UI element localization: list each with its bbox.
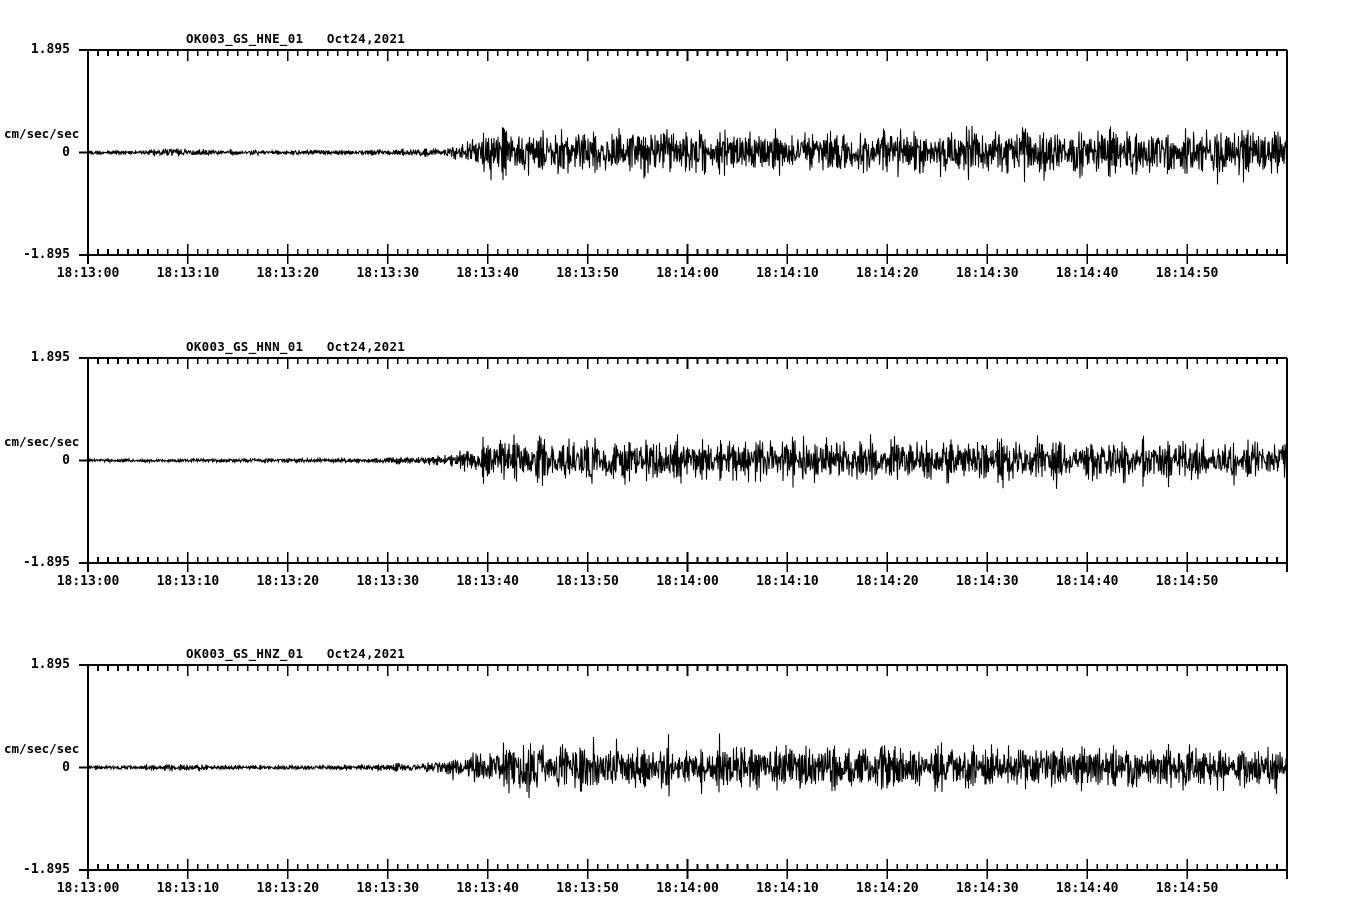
x-axis-tick-label: 18:13:10 (156, 881, 220, 896)
x-axis-tick-label: 18:13:30 (356, 574, 420, 589)
y-axis-zero-label-hne: 0 (62, 144, 70, 160)
x-axis-tick-label: 18:14:00 (656, 266, 719, 281)
y-axis-unit-label-hnz: cm/sec/sec (4, 740, 80, 756)
x-axis-tick-label: 18:14:30 (955, 574, 1019, 589)
x-axis-tick-label: 18:14:00 (656, 881, 719, 896)
panel-title-hnz: OK003_GS_HNZ_01 Oct24,2021 (186, 646, 406, 661)
x-axis-tick-label: 18:13:40 (456, 881, 519, 896)
x-axis-tick-label: 18:13:20 (256, 266, 320, 281)
x-axis-tick-label: 18:14:20 (856, 266, 919, 281)
x-axis-tick-label: 18:14:30 (955, 881, 1019, 896)
x-axis-tick-label: 18:14:40 (1055, 881, 1119, 896)
y-axis-zero-label-hnn: 0 (62, 452, 70, 468)
x-axis-tick-label: 18:13:00 (56, 881, 120, 896)
x-axis-tick-label: 18:14:10 (756, 574, 819, 589)
x-axis-tick-label: 18:13:20 (256, 881, 320, 896)
x-axis-tick-label: 18:14:00 (656, 574, 719, 589)
y-axis-min-label-hne: -1.895 (23, 247, 70, 262)
x-axis-tick-label: 18:13:30 (356, 881, 420, 896)
y-axis-zero-label-hnz: 0 (62, 759, 70, 775)
x-axis-tick-label: 18:14:40 (1055, 266, 1119, 281)
panel-title-hne: OK003_GS_HNE_01 Oct24,2021 (186, 31, 406, 46)
x-axis-tick-label: 18:13:30 (356, 266, 420, 281)
x-axis-tick-label: 18:14:10 (756, 881, 819, 896)
x-axis-tick-label: 18:13:00 (56, 574, 120, 589)
seismogram-panel-hnn: OK003_GS_HNN_01 Oct24,2021 1.895 cm/sec/… (0, 308, 1358, 608)
y-axis-max-label-hne: 1.895 (30, 42, 70, 57)
x-axis-tick-label: 18:13:10 (156, 574, 220, 589)
x-axis-tick-label: 18:14:20 (856, 574, 919, 589)
x-axis-tick-label: 18:14:50 (1155, 574, 1219, 589)
y-axis-unit-label-hnn: cm/sec/sec (4, 433, 80, 449)
waveform-plot-hne (79, 49, 1288, 264)
y-axis-max-label-hnn: 1.895 (30, 350, 70, 365)
x-axis-tick-label: 18:14:50 (1155, 881, 1219, 896)
x-axis-tick-label: 18:14:50 (1155, 266, 1219, 281)
x-axis-tick-label: 18:13:00 (56, 266, 120, 281)
x-axis-tick-label: 18:13:40 (456, 574, 519, 589)
y-axis-min-label-hnn: -1.895 (23, 555, 70, 570)
x-axis-tick-label: 18:13:10 (156, 266, 220, 281)
x-axis-tick-label: 18:13:20 (256, 574, 320, 589)
waveform-plot-hnz (79, 664, 1288, 879)
seismogram-panel-hnz: OK003_GS_HNZ_01 Oct24,2021 1.895 cm/sec/… (0, 615, 1358, 915)
x-axis-tick-label: 18:13:50 (556, 266, 619, 281)
x-axis-tick-label: 18:14:40 (1055, 574, 1119, 589)
waveform-plot-hnn (79, 357, 1288, 572)
x-axis-tick-label: 18:13:50 (556, 574, 619, 589)
seismogram-panel-hne: OK003_GS_HNE_01 Oct24,2021 1.895 cm/sec/… (0, 0, 1358, 300)
panel-title-hnn: OK003_GS_HNN_01 Oct24,2021 (186, 339, 406, 354)
x-axis-tick-label: 18:14:10 (756, 266, 819, 281)
x-axis-tick-label: 18:13:50 (556, 881, 619, 896)
x-axis-tick-label: 18:13:40 (456, 266, 519, 281)
x-axis-tick-label: 18:14:30 (955, 266, 1019, 281)
y-axis-max-label-hnz: 1.895 (30, 657, 70, 672)
y-axis-unit-label-hne: cm/sec/sec (4, 125, 80, 141)
x-axis-tick-label: 18:14:20 (856, 881, 919, 896)
y-axis-min-label-hnz: -1.895 (23, 862, 70, 877)
